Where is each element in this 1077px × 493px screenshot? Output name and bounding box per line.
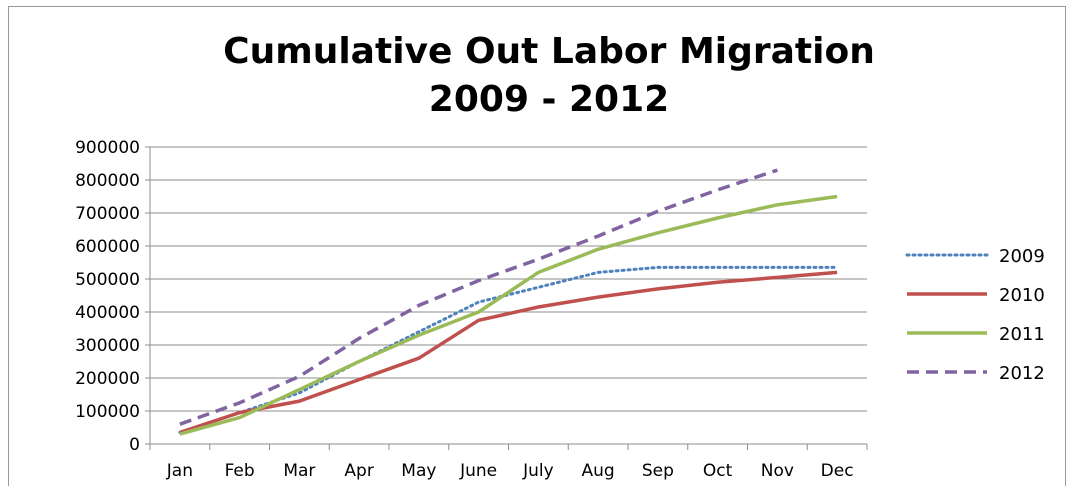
- y-tick-label: 700000: [75, 204, 140, 224]
- y-tick-label: 500000: [75, 270, 140, 290]
- x-tick-label: Apr: [344, 461, 373, 481]
- y-axis-ticks: 0 100000 200000 300000 400000 500000 600000 700…: [75, 138, 140, 455]
- legend-label-2010: 2010: [999, 285, 1045, 306]
- axes: [145, 146, 868, 450]
- y-tick-label: 600000: [75, 237, 140, 257]
- series-line-2011: [179, 194, 838, 436]
- series-line-2012: [179, 168, 778, 426]
- gridlines: [150, 146, 867, 412]
- y-tick-label: 900000: [75, 138, 140, 158]
- x-tick-label: Aug: [582, 461, 615, 481]
- line-chart: Cumulative Out Labor Migration 2009 - 20…: [75, 31, 1045, 481]
- series-line-2010: [179, 270, 838, 435]
- series-lines: [178, 168, 839, 436]
- y-tick-label: 100000: [75, 402, 140, 422]
- y-tick-label: 400000: [75, 303, 140, 323]
- y-tick-label: 800000: [75, 171, 140, 191]
- y-tick-label: 0: [129, 435, 140, 455]
- x-tick-label: July: [522, 461, 554, 481]
- legend: 2009 2010 2011 2012: [905, 246, 1045, 384]
- x-tick-label: Dec: [821, 461, 854, 481]
- legend-label-2012: 2012: [999, 363, 1045, 384]
- y-tick-label: 200000: [75, 369, 140, 389]
- x-tick-label: Nov: [761, 461, 794, 481]
- x-tick-label: Oct: [703, 461, 733, 481]
- x-tick-label: Sep: [642, 461, 674, 481]
- x-tick-label: Mar: [283, 461, 315, 481]
- x-tick-label: Jan: [166, 461, 193, 481]
- x-tick-label: Feb: [225, 461, 255, 481]
- chart-subtitle: 2009 - 2012: [429, 79, 669, 120]
- legend-label-2009: 2009: [999, 246, 1045, 267]
- x-tick-label: May: [401, 461, 436, 481]
- x-tick-label: June: [459, 461, 497, 481]
- chart-title: Cumulative Out Labor Migration: [223, 31, 875, 72]
- chart-frame: Cumulative Out Labor Migration 2009 - 20…: [8, 6, 1066, 486]
- y-tick-label: 300000: [75, 336, 140, 356]
- x-axis-ticks: Jan Feb Mar Apr May June July Aug Sep Oct Nov Dec: [166, 461, 854, 481]
- legend-label-2011: 2011: [999, 324, 1045, 345]
